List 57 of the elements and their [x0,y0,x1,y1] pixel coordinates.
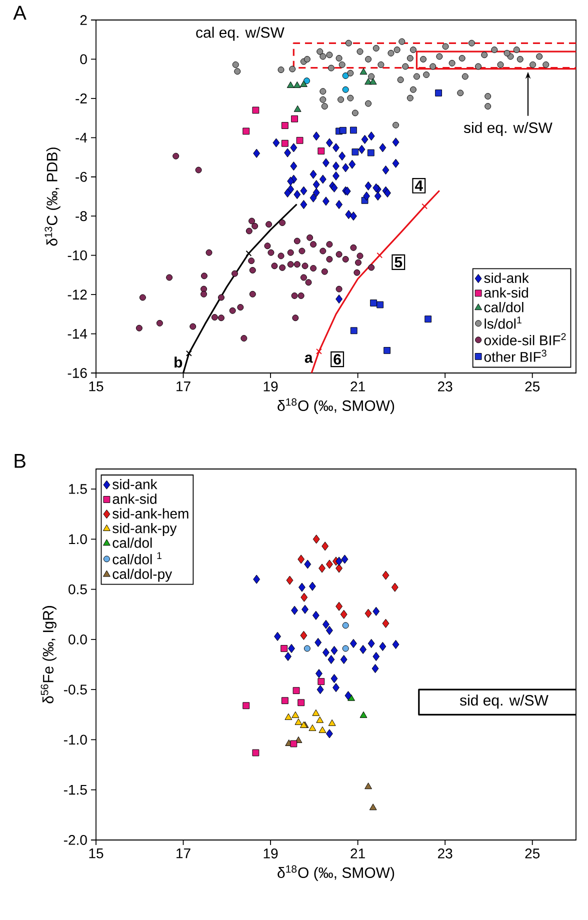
x-tick-label: 17 [176,848,190,858]
y-tick-label: 0.5 [68,584,87,594]
legend-label: ank-sid [484,287,528,298]
y-tick-label: -1.5 [64,784,87,795]
x-tick-label: 23 [438,848,452,858]
legend-label: sid-ank [112,479,158,490]
y-tick-label: 2 [80,15,87,25]
legend-label: cal/dol $^{1}$ [112,552,162,564]
y-tick-label: -16 [68,368,87,378]
legend-label: cal/dol-py [112,568,172,582]
legend-label: sid-ank-py [112,522,177,536]
text: A [13,6,26,20]
x-tick-label: 23 [438,382,452,392]
legend-label: cal/dol [484,302,524,312]
legend-label: ank-sid [112,494,156,504]
annotation: sid eq. w/SW [460,694,548,709]
x-tick-label: 21 [350,382,365,392]
x-tick-label: 17 [176,382,190,392]
y-tick-label: -12 [68,290,87,300]
legend-label: cal/dol [112,538,152,548]
annotation: b [174,356,182,368]
y-tick-label: 0.0 [68,634,87,644]
y-tick-label: -1.0 [64,734,87,745]
legend-label: oxide-sil BIF$^{2}$ [484,333,566,346]
y-tick-label: 1.0 [69,534,87,544]
text: B [14,454,26,468]
y-tick-label: -2.0 [64,835,87,845]
annotation: 4 [414,180,423,191]
y-tick-label: -14 [68,328,88,339]
legend-label: other BIF$^{3}$ [484,350,546,362]
legend-label: sid-ank [484,272,529,283]
x-tick-label: 25 [525,382,540,392]
annotation: 5 [394,256,402,268]
y-tick-label: 0 [80,54,87,64]
y-tick-label: -0.5 [64,684,87,695]
annotation: sid eq. w/SW [464,122,552,136]
x-tick-label: 15 [89,848,104,858]
x-tick-label: 21 [350,848,365,858]
y-axis-title: δ$^{56}$Fe (‰, IgR) [40,606,56,704]
x-tick-label: 19 [264,848,278,858]
y-tick-label: -6 [76,172,87,182]
x-tick-label: 25 [525,848,540,858]
legend-label: ls/dol$^{1}$ [484,316,522,329]
annotation: 6 [334,354,341,365]
x-tick-label: 15 [89,382,104,392]
annotation: cal eq. w/SW [196,26,284,41]
y-tick-label: 1.5 [69,484,87,494]
annotation: a [304,354,313,363]
legend-label: sid-ank-hem [112,508,188,519]
y-axis-title: δ$^{13}$C (‰, PDB) [44,148,60,246]
y-tick-label: -2 [76,94,87,104]
y-tick-label: -8 [76,211,87,222]
x-axis-title: δ$^{18}$O (‰, SMOW) [278,398,394,414]
y-tick-label: -10 [68,250,87,260]
y-tick-label: -4 [76,132,88,142]
x-tick-label: 19 [264,382,278,392]
x-axis-title: δ$^{18}$O (‰, SMOW) [278,865,394,881]
